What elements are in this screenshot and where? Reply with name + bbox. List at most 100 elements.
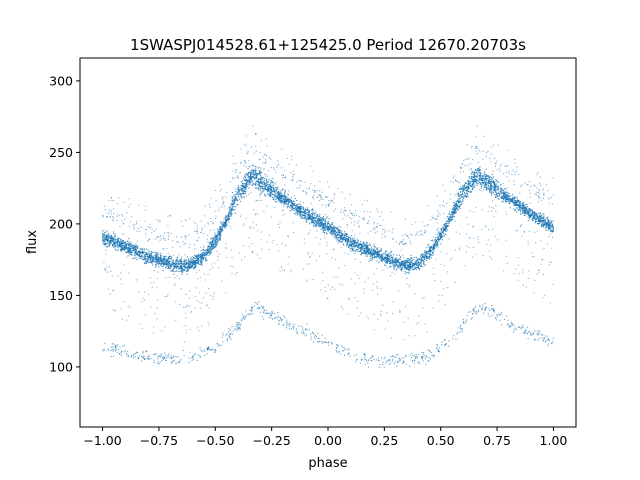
data-point (193, 267, 195, 269)
data-point (129, 252, 131, 254)
data-point (325, 227, 327, 229)
data-point (214, 234, 216, 236)
data-point (181, 260, 183, 263)
data-point (163, 257, 166, 259)
data-point (521, 208, 523, 210)
data-point (122, 244, 124, 247)
data-point (235, 196, 237, 198)
data-point (284, 194, 286, 197)
data-point (429, 247, 431, 249)
data-point (103, 235, 105, 237)
data-point (242, 188, 244, 190)
data-point (144, 259, 147, 261)
data-point (306, 211, 308, 213)
data-point (510, 201, 512, 203)
data-point (423, 261, 425, 263)
data-point (393, 265, 395, 268)
data-point (103, 243, 106, 245)
data-point (237, 200, 239, 202)
data-point (470, 168, 472, 170)
data-point (496, 189, 498, 191)
data-point (270, 195, 272, 198)
data-point (429, 251, 432, 253)
data-point (324, 221, 327, 223)
data-point (262, 185, 264, 187)
data-point (176, 265, 178, 267)
data-point (292, 204, 295, 206)
data-point (432, 251, 434, 253)
data-point (185, 270, 187, 272)
data-point (387, 254, 389, 256)
data-point (131, 257, 133, 259)
data-point (204, 253, 206, 255)
data-point (181, 273, 183, 276)
data-point (481, 179, 483, 181)
data-point (105, 231, 107, 233)
data-point (326, 225, 328, 227)
data-point (156, 255, 158, 257)
data-point (270, 179, 272, 182)
data-point (230, 208, 232, 210)
data-point (362, 248, 364, 250)
data-point (238, 190, 240, 192)
data-point (538, 223, 540, 225)
data-point (176, 259, 178, 261)
data-point (470, 190, 472, 192)
data-point (250, 176, 253, 178)
data-point (477, 169, 479, 171)
data-point (450, 213, 453, 215)
data-point (546, 227, 548, 229)
data-point (292, 200, 294, 202)
data-point (481, 181, 484, 183)
data-point (128, 243, 130, 245)
data-point (104, 238, 106, 240)
data-point (464, 181, 466, 184)
data-point (520, 209, 522, 211)
data-point (479, 166, 481, 168)
data-point (542, 224, 544, 227)
data-point (324, 222, 326, 225)
data-point (231, 200, 233, 202)
data-point (509, 198, 511, 200)
data-point (470, 178, 472, 180)
data-point (202, 249, 204, 251)
data-point (255, 173, 257, 175)
data-point (143, 248, 145, 250)
data-point (130, 252, 132, 254)
data-point (179, 260, 181, 262)
data-point (146, 259, 148, 261)
data-point (179, 266, 182, 269)
data-point (340, 236, 342, 238)
data-point (215, 242, 217, 244)
data-point (295, 204, 298, 206)
data-point (504, 192, 506, 194)
data-point (442, 230, 444, 232)
data-point (429, 257, 431, 259)
data-point (516, 200, 519, 202)
data-point (184, 268, 186, 271)
data-point (380, 256, 382, 258)
data-point (103, 240, 105, 242)
data-point (167, 259, 169, 261)
data-point (488, 184, 490, 187)
data-point (408, 265, 411, 267)
data-point (103, 234, 106, 236)
data-point (268, 185, 270, 188)
data-point (368, 253, 370, 255)
data-point (133, 254, 136, 256)
data-point (482, 182, 484, 185)
data-point (248, 187, 250, 189)
data-point (195, 263, 197, 265)
data-point (243, 178, 245, 180)
data-point (363, 249, 365, 251)
data-point (348, 240, 350, 242)
data-point (191, 264, 193, 266)
data-point (549, 224, 551, 226)
data-point (151, 262, 153, 264)
data-point (240, 190, 242, 192)
data-point (295, 208, 297, 210)
data-point (394, 258, 396, 260)
data-point (167, 258, 170, 260)
data-point (545, 226, 547, 228)
data-point (322, 231, 324, 233)
